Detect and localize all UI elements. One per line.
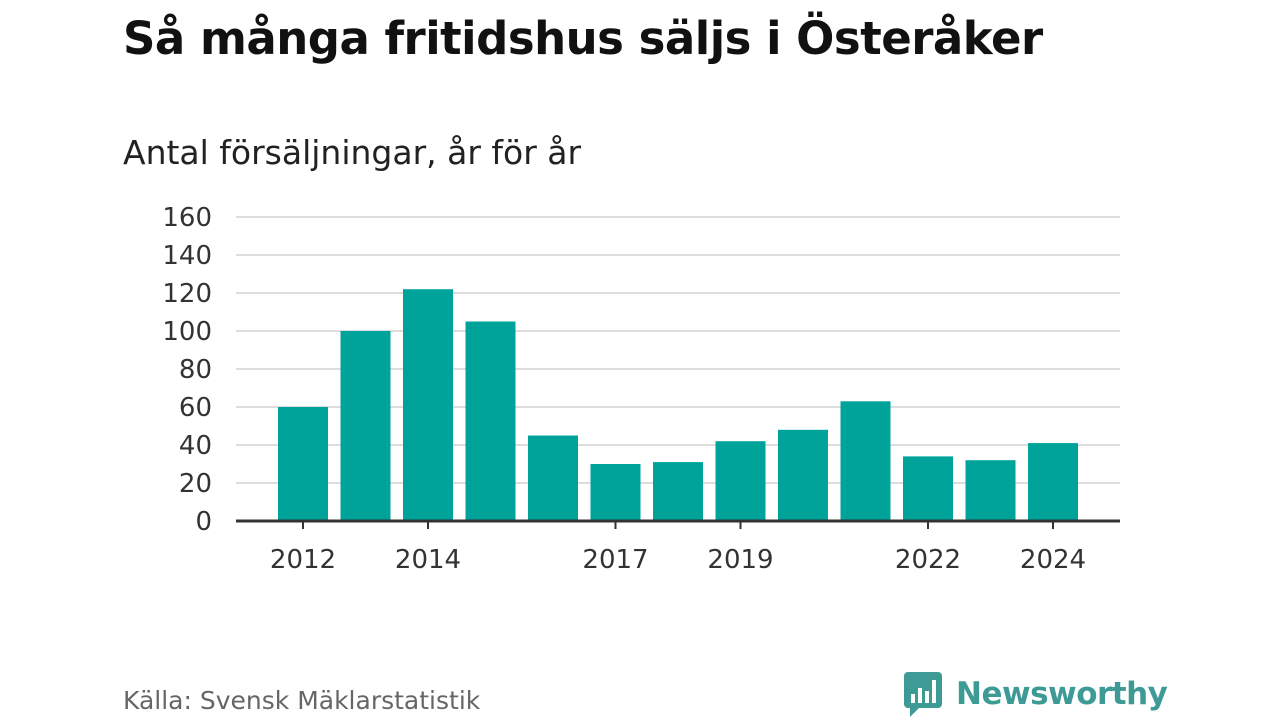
bar-2023	[965, 460, 1016, 521]
bar-2020	[778, 429, 828, 521]
x-tick-label: 2017	[582, 545, 648, 575]
bar-2016	[528, 435, 578, 521]
x-tick-label: 2019	[707, 545, 773, 575]
bar-2017	[590, 464, 641, 521]
bar-2013	[340, 331, 391, 521]
x-tick-label: 2012	[270, 545, 336, 575]
y-tick-label: 60	[179, 393, 212, 423]
y-tick-label: 0	[195, 507, 212, 537]
brand-logo: Newsworthy	[902, 670, 1168, 718]
y-tick-label: 80	[179, 355, 212, 385]
y-axis-ticks: 0 20 40 60 80 100 120 140 160	[162, 203, 212, 537]
bar-2024	[1028, 443, 1078, 521]
bar-2012	[278, 407, 328, 521]
source-note: Källa: Svensk Mäklarstatistik	[123, 686, 481, 715]
brand-name: Newsworthy	[956, 676, 1168, 712]
bar-2022	[903, 456, 953, 521]
y-tick-label: 20	[179, 469, 212, 499]
y-tick-label: 40	[179, 431, 212, 461]
bar-2015	[465, 321, 516, 521]
x-axis-ticks: 2012 2014 2017 2019 2022 2024	[270, 521, 1086, 575]
y-tick-label: 120	[162, 279, 212, 309]
chart-title: Så många fritidshus säljs i Österåker	[123, 12, 1043, 65]
y-tick-label: 160	[162, 203, 212, 233]
newsworthy-logo-icon	[904, 672, 942, 717]
bars	[278, 289, 1078, 521]
y-tick-label: 100	[162, 317, 212, 347]
x-tick-label: 2014	[395, 545, 461, 575]
bar-2018	[653, 462, 703, 521]
bar-2014	[403, 289, 453, 521]
y-tick-label: 140	[162, 241, 212, 271]
x-tick-label: 2022	[895, 545, 961, 575]
bar-2021	[840, 401, 891, 521]
bar-2019	[715, 441, 766, 521]
x-tick-label: 2024	[1020, 545, 1086, 575]
chart-subtitle: Antal försäljningar, år för år	[123, 133, 582, 172]
